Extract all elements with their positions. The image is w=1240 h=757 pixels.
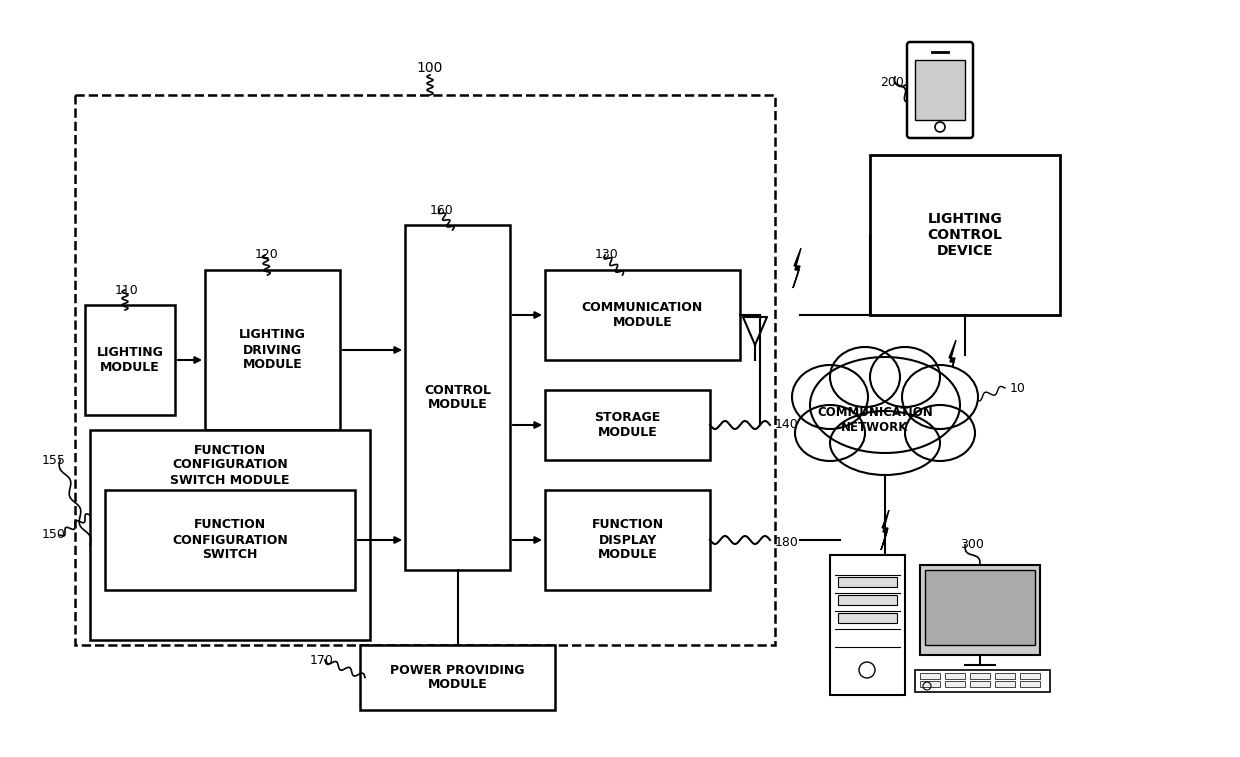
Bar (925, 570, 1035, 645)
Text: 140: 140 (775, 419, 799, 431)
Bar (838, 613, 897, 623)
Bar (546, 490, 711, 590)
Ellipse shape (905, 405, 975, 461)
Text: 10: 10 (1011, 382, 1025, 394)
Text: 170: 170 (310, 653, 334, 666)
Text: FUNCTION
CONFIGURATION
SWITCH: FUNCTION CONFIGURATION SWITCH (172, 519, 288, 562)
Bar (74, 95, 775, 645)
Text: 200: 200 (880, 76, 904, 89)
Bar (994, 681, 1016, 687)
Bar (546, 390, 711, 460)
FancyBboxPatch shape (906, 42, 973, 138)
Bar (920, 681, 940, 687)
Bar (920, 673, 940, 679)
Bar (1021, 681, 1040, 687)
Bar (546, 270, 740, 360)
Bar (970, 681, 990, 687)
Polygon shape (880, 510, 889, 550)
Bar (105, 490, 355, 590)
Bar (870, 155, 1060, 315)
Text: 110: 110 (115, 284, 139, 297)
Bar (945, 673, 965, 679)
Polygon shape (794, 248, 801, 288)
Text: 160: 160 (430, 204, 454, 217)
Ellipse shape (830, 347, 900, 407)
Bar (970, 673, 990, 679)
Bar (994, 673, 1016, 679)
Text: STORAGE
MODULE: STORAGE MODULE (594, 411, 661, 439)
Ellipse shape (810, 357, 960, 453)
Ellipse shape (795, 405, 866, 461)
Bar (838, 595, 897, 605)
Bar (360, 645, 556, 710)
Bar (915, 60, 965, 120)
Bar (1021, 673, 1040, 679)
Text: 155: 155 (42, 453, 66, 466)
Bar (205, 270, 340, 430)
Polygon shape (949, 340, 956, 380)
Text: COMMUNICATION
MODULE: COMMUNICATION MODULE (582, 301, 703, 329)
Bar (945, 681, 965, 687)
Ellipse shape (792, 365, 868, 429)
Bar (86, 305, 175, 415)
Text: LIGHTING
DRIVING
MODULE: LIGHTING DRIVING MODULE (239, 329, 306, 372)
Text: LIGHTING
MODULE: LIGHTING MODULE (97, 346, 164, 374)
Text: 100: 100 (417, 61, 443, 75)
Bar (838, 577, 897, 587)
Text: 180: 180 (775, 535, 799, 549)
Bar (830, 555, 905, 695)
Ellipse shape (870, 347, 940, 407)
Text: COMMUNICATION
NETWORK: COMMUNICATION NETWORK (817, 406, 932, 434)
Bar (915, 670, 1050, 692)
Text: FUNCTION
DISPLAY
MODULE: FUNCTION DISPLAY MODULE (591, 519, 663, 562)
Text: 300: 300 (960, 538, 983, 552)
Bar (920, 565, 1040, 655)
Text: 150: 150 (42, 528, 66, 541)
Text: POWER PROVIDING
MODULE: POWER PROVIDING MODULE (391, 663, 525, 691)
Text: CONTROL
MODULE: CONTROL MODULE (424, 384, 491, 412)
Text: FUNCTION
CONFIGURATION
SWITCH MODULE: FUNCTION CONFIGURATION SWITCH MODULE (170, 444, 290, 487)
Text: 120: 120 (255, 248, 279, 261)
Ellipse shape (901, 365, 978, 429)
Bar (405, 225, 510, 570)
Ellipse shape (830, 411, 940, 475)
Bar (91, 430, 370, 640)
Text: 130: 130 (595, 248, 619, 261)
Text: LIGHTING
CONTROL
DEVICE: LIGHTING CONTROL DEVICE (928, 212, 1002, 258)
